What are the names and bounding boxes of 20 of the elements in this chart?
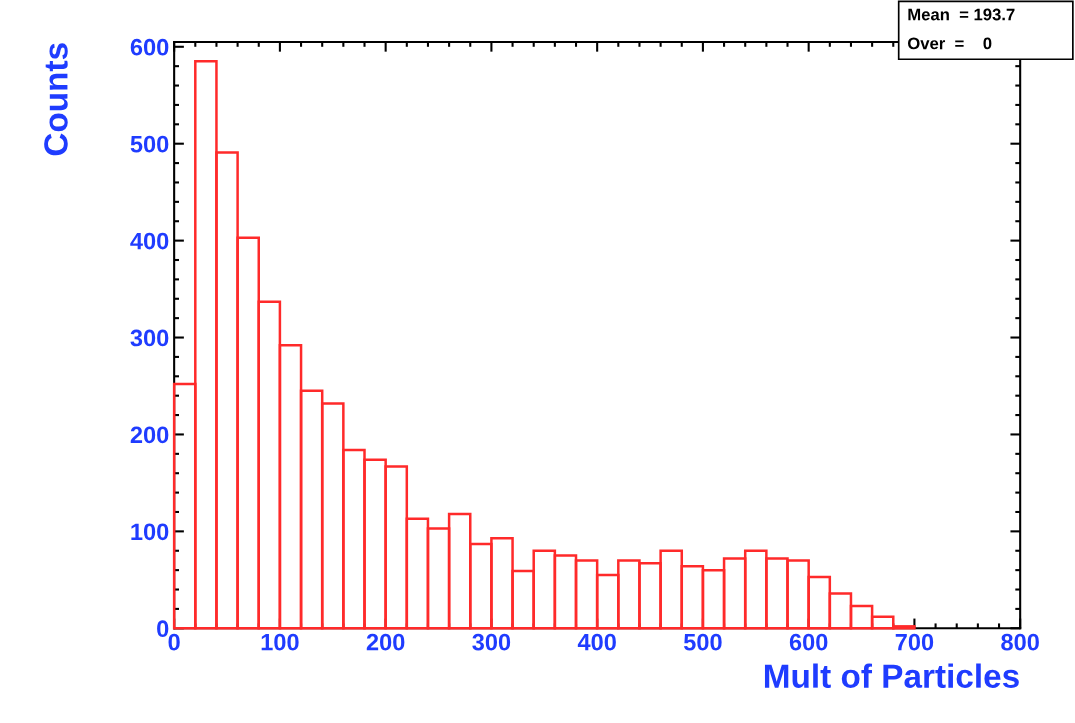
y-tick-label: 100 <box>131 523 169 541</box>
x-tick-label: 200 <box>366 633 405 651</box>
x-tick-label: 600 <box>789 633 828 651</box>
y-axis-title: Counts <box>44 43 68 156</box>
x-axis-title: Mult of Particles <box>764 663 1019 688</box>
y-tick-label: 500 <box>130 135 169 153</box>
y-tick-label: 200 <box>130 426 169 444</box>
x-tick-label: 0 <box>168 633 180 651</box>
x-tick-label: 500 <box>683 633 722 651</box>
x-tick-label: 100 <box>261 633 299 651</box>
y-tick-label: 600 <box>130 38 169 56</box>
text: Mean = 193.7 <box>908 8 1015 21</box>
x-tick-label: 700 <box>895 633 934 651</box>
y-tick-label: 300 <box>130 329 169 347</box>
y-tick-label: 0 <box>157 620 169 638</box>
x-tick-label: 800 <box>1001 633 1039 651</box>
x-tick-label: 300 <box>472 633 511 651</box>
x-tick-label: 400 <box>577 633 616 651</box>
annotation: Over = 0 <box>907 37 992 50</box>
y-tick-label: 400 <box>130 232 169 250</box>
